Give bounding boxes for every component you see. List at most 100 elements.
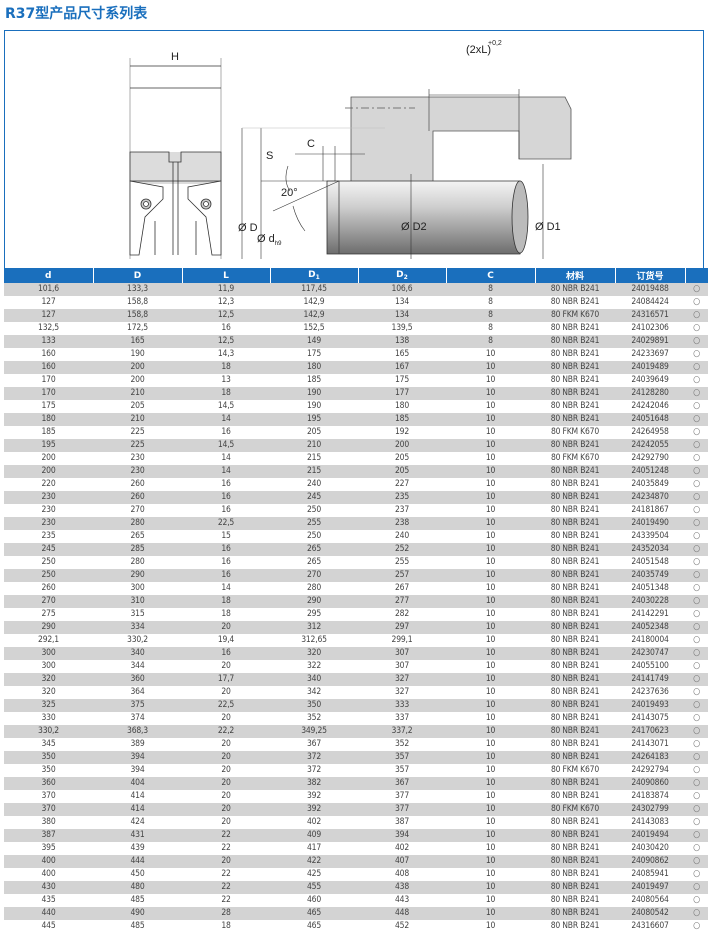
select-circle-icon[interactable]: ○	[693, 453, 700, 463]
select-circle-icon[interactable]: ○	[693, 609, 700, 619]
select-circle-icon[interactable]: ○	[685, 387, 708, 400]
cell-order-no: 24128280	[615, 387, 685, 400]
cell-D1: 322	[307, 661, 321, 671]
cell-material: 80 NBR B241	[535, 751, 615, 764]
cell-D1: 372	[270, 751, 358, 764]
select-circle-icon[interactable]: ○	[693, 869, 700, 879]
cell-C: 10	[446, 803, 535, 816]
rod	[326, 180, 528, 255]
cell-order-no: 24316607	[631, 921, 669, 931]
cell-D2: 257	[358, 569, 446, 582]
cell-L: 14,5	[217, 401, 235, 411]
select-circle-icon[interactable]: ○	[685, 777, 708, 790]
cell-d: 300	[41, 661, 56, 671]
select-circle-icon[interactable]: ○	[693, 583, 700, 593]
select-circle-icon[interactable]: ○	[685, 647, 708, 660]
cell-L: 16	[221, 557, 231, 567]
select-circle-icon[interactable]: ○	[693, 297, 700, 307]
select-circle-icon[interactable]: ○	[693, 479, 700, 489]
select-circle-icon[interactable]: ○	[693, 791, 700, 801]
cell-D1: 320	[270, 647, 358, 660]
select-circle-icon[interactable]: ○	[693, 427, 700, 437]
cell-D1: 152,5	[303, 323, 325, 333]
select-circle-icon[interactable]: ○	[685, 751, 708, 764]
select-circle-icon[interactable]: ○	[693, 817, 700, 827]
select-circle-icon[interactable]: ○	[693, 713, 700, 723]
select-circle-icon[interactable]: ○	[685, 829, 708, 842]
select-circle-icon[interactable]: ○	[693, 401, 700, 411]
select-circle-icon[interactable]: ○	[685, 725, 708, 738]
select-circle-icon[interactable]: ○	[693, 349, 700, 359]
cell-C: 10	[446, 855, 535, 868]
select-circle-icon[interactable]: ○	[693, 765, 700, 775]
select-circle-icon[interactable]: ○	[693, 635, 700, 645]
select-circle-icon[interactable]: ○	[685, 491, 708, 504]
cell-D: 310	[93, 595, 182, 608]
cell-C: 10	[485, 349, 496, 359]
select-circle-icon[interactable]: ○	[685, 803, 708, 816]
select-circle-icon[interactable]: ○	[693, 557, 700, 567]
cell-D1: 195	[270, 413, 358, 426]
cell-D1: 312	[270, 621, 358, 634]
select-circle-icon[interactable]: ○	[685, 673, 708, 686]
select-circle-icon[interactable]: ○	[685, 907, 708, 920]
cell-D: 290	[93, 569, 182, 582]
select-circle-icon[interactable]: ○	[685, 517, 708, 530]
select-circle-icon[interactable]: ○	[685, 465, 708, 478]
select-circle-icon[interactable]: ○	[693, 739, 700, 749]
table-row: 330,2 368,3 22,2 349,25 337,2 10 80 NBR B241 24…	[4, 725, 708, 738]
select-circle-icon[interactable]: ○	[685, 595, 708, 608]
select-circle-icon[interactable]: ○	[693, 921, 700, 931]
cell-D: 330,2	[127, 635, 148, 645]
table-row: 325 375 22,5 350 333 10 80 NBR B241 24019493 ○	[4, 699, 708, 712]
select-circle-icon[interactable]: ○	[685, 699, 708, 712]
select-circle-icon[interactable]: ○	[693, 661, 700, 671]
cell-C: 10	[446, 465, 535, 478]
cell-material: 80 NBR B241	[550, 609, 600, 619]
select-circle-icon[interactable]: ○	[693, 531, 700, 541]
select-circle-icon[interactable]: ○	[685, 309, 708, 322]
cell-material: 80 NBR B241	[535, 725, 615, 738]
cell-C: 8	[488, 297, 493, 307]
cell-D1: 190	[270, 387, 358, 400]
table-row: 395 439 22 417 402 10 80 NBR B241 24030420 ○	[4, 842, 708, 855]
select-circle-icon[interactable]: ○	[685, 335, 708, 348]
cell-material: 80 NBR B241	[550, 635, 600, 645]
cell-L: 18	[182, 595, 270, 608]
select-circle-icon[interactable]: ○	[685, 621, 708, 634]
select-circle-icon[interactable]: ○	[693, 895, 700, 905]
select-circle-icon[interactable]: ○	[685, 543, 708, 556]
cell-material: 80 NBR B241	[550, 583, 600, 593]
select-circle-icon[interactable]: ○	[685, 881, 708, 894]
column-header-marker	[685, 268, 708, 283]
cell-D2: 448	[358, 907, 446, 920]
select-circle-icon[interactable]: ○	[693, 323, 700, 333]
cell-D2: 139,5	[391, 323, 413, 333]
cell-d: 370	[41, 791, 56, 801]
cell-C: 10	[446, 413, 535, 426]
cell-L: 20	[221, 687, 231, 697]
cell-C: 10	[485, 739, 496, 749]
select-circle-icon[interactable]: ○	[685, 855, 708, 868]
select-circle-icon[interactable]: ○	[693, 375, 700, 385]
cell-D2: 267	[395, 583, 409, 593]
cell-order-no: 24080564	[631, 895, 669, 905]
select-circle-icon[interactable]: ○	[685, 413, 708, 426]
cell-order-no: 24029891	[615, 335, 685, 348]
cell-D2: 134	[395, 297, 409, 307]
select-circle-icon[interactable]: ○	[693, 687, 700, 697]
select-circle-icon[interactable]: ○	[685, 439, 708, 452]
cell-D: 364	[130, 687, 145, 697]
cell-order-no: 24316571	[615, 309, 685, 322]
cell-D1: 352	[307, 713, 321, 723]
select-circle-icon[interactable]: ○	[685, 569, 708, 582]
cell-D1: 250	[307, 531, 321, 541]
select-circle-icon[interactable]: ○	[693, 843, 700, 853]
header-label: D	[396, 270, 404, 280]
cell-L: 28	[182, 907, 270, 920]
cell-C: 10	[485, 583, 496, 593]
column-header-material: 材料	[535, 268, 616, 283]
select-circle-icon[interactable]: ○	[685, 361, 708, 374]
select-circle-icon[interactable]: ○	[685, 283, 708, 296]
select-circle-icon[interactable]: ○	[693, 505, 700, 515]
